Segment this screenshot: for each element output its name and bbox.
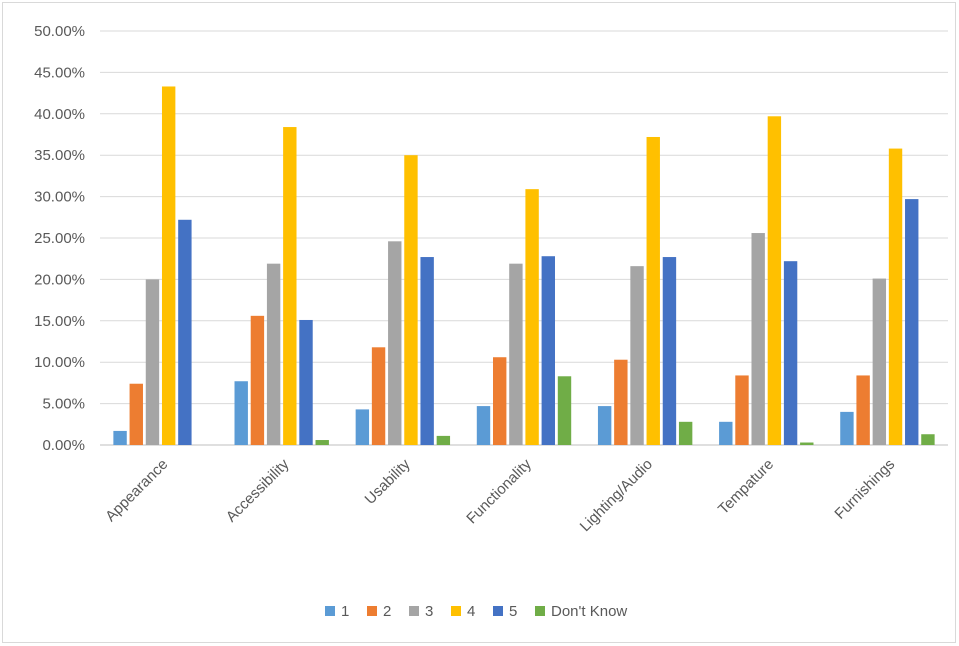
- bar-tempature-series-2: [735, 375, 749, 445]
- bar-tempature-series-5: [783, 261, 798, 445]
- bar-usability-series-2: [371, 347, 386, 445]
- bar-accessibility-series-1: [234, 381, 248, 445]
- x-category-label: Accessibility: [223, 455, 293, 525]
- bar-furnishings-series-1: [840, 411, 854, 445]
- legend-label: 3: [425, 603, 433, 620]
- bar-appearance-series-5: [178, 219, 192, 445]
- y-tick-label: 10.00%: [34, 354, 85, 371]
- bars: [113, 86, 935, 446]
- y-tick-label: 45.00%: [34, 64, 85, 81]
- bar-accessibility-series-3: [266, 263, 281, 445]
- legend-label: 2: [383, 603, 391, 620]
- x-axis-categories: Appearance Accessibility Usability Function…: [102, 455, 898, 535]
- y-tick-label: 50.00%: [34, 23, 85, 40]
- x-category-label: Furnishings: [831, 456, 898, 523]
- y-tick-label: 25.00%: [34, 230, 85, 247]
- bar-appearance-series-3: [145, 279, 160, 445]
- bar-functionality-series-3: [509, 263, 523, 445]
- bar-appearance-series-4: [161, 86, 176, 445]
- bar-lighting-audio-series-5: [662, 257, 677, 445]
- bar-functionality-series-5: [541, 256, 555, 445]
- bar-tempature-series-4: [767, 116, 782, 445]
- x-category-label: Usability: [362, 455, 414, 507]
- bar-chart: 0.00% 5.00% 10.00% 15.00% 20.00% 25.00% 30.00%…: [34, 23, 948, 620]
- x-category-label: Lighting/Audio: [577, 456, 656, 535]
- legend-label: 4: [467, 603, 475, 620]
- bar-lighting-audio-series-1: [597, 406, 612, 445]
- bar-functionality-series-2: [493, 357, 507, 445]
- legend-swatch: [535, 606, 545, 616]
- legend-swatch: [409, 606, 419, 616]
- bar-accessibility-series-2: [250, 315, 265, 445]
- y-tick-label: 20.00%: [34, 271, 85, 288]
- y-tick-label: 35.00%: [34, 147, 85, 164]
- y-tick-label: 15.00%: [34, 313, 85, 330]
- legend: 1 2 3 4 5 Don't Know: [325, 603, 627, 620]
- bar-lighting-audio-series-4: [646, 136, 660, 445]
- bar-appearance-series-2: [129, 383, 143, 445]
- x-category-label: Functionality: [463, 455, 535, 527]
- y-tick-label: 30.00%: [34, 189, 85, 206]
- x-category-label: Appearance: [102, 456, 171, 525]
- bar-furnishings-series-4: [888, 148, 903, 446]
- bar-usability-series-5: [420, 257, 434, 445]
- bar-lighting-audio-series-don-t-know: [678, 421, 693, 445]
- bar-functionality-series-1: [476, 406, 491, 445]
- bar-usability-series-4: [404, 155, 418, 445]
- bar-accessibility-series-don-t-know: [315, 440, 329, 445]
- bar-accessibility-series-5: [299, 319, 313, 445]
- bar-furnishings-series-5: [905, 199, 919, 445]
- bar-accessibility-series-4: [283, 127, 297, 445]
- bar-usability-series-don-t-know: [436, 435, 451, 445]
- bar-functionality-series-don-t-know: [557, 376, 572, 445]
- legend-swatch: [451, 606, 461, 616]
- bar-usability-series-3: [388, 241, 402, 445]
- legend-swatch: [367, 606, 377, 616]
- bar-appearance-series-1: [113, 430, 127, 445]
- bar-furnishings-series-don-t-know: [921, 434, 935, 445]
- bar-lighting-audio-series-2: [614, 359, 628, 445]
- legend-swatch: [325, 606, 335, 616]
- bar-furnishings-series-2: [856, 375, 870, 445]
- bar-tempature-series-3: [751, 233, 765, 445]
- y-tick-label: 0.00%: [42, 437, 85, 454]
- bar-lighting-audio-series-3: [630, 266, 644, 445]
- bar-tempature-series-1: [719, 421, 733, 445]
- y-tick-label: 5.00%: [42, 396, 85, 413]
- y-tick-label: 40.00%: [34, 106, 85, 123]
- legend-swatch: [493, 606, 503, 616]
- legend-label: Don't Know: [551, 603, 627, 620]
- gridlines: [100, 30, 948, 446]
- bar-furnishings-series-3: [872, 278, 887, 445]
- bar-usability-series-1: [355, 409, 370, 445]
- x-category-label: Tempature: [715, 456, 777, 518]
- legend-label: 1: [341, 603, 349, 620]
- bar-tempature-series-don-t-know: [800, 442, 814, 445]
- y-axis-ticks: 0.00% 5.00% 10.00% 15.00% 20.00% 25.00% 30.00%…: [34, 23, 85, 454]
- legend-label: 5: [509, 603, 517, 620]
- bar-functionality-series-4: [525, 189, 539, 445]
